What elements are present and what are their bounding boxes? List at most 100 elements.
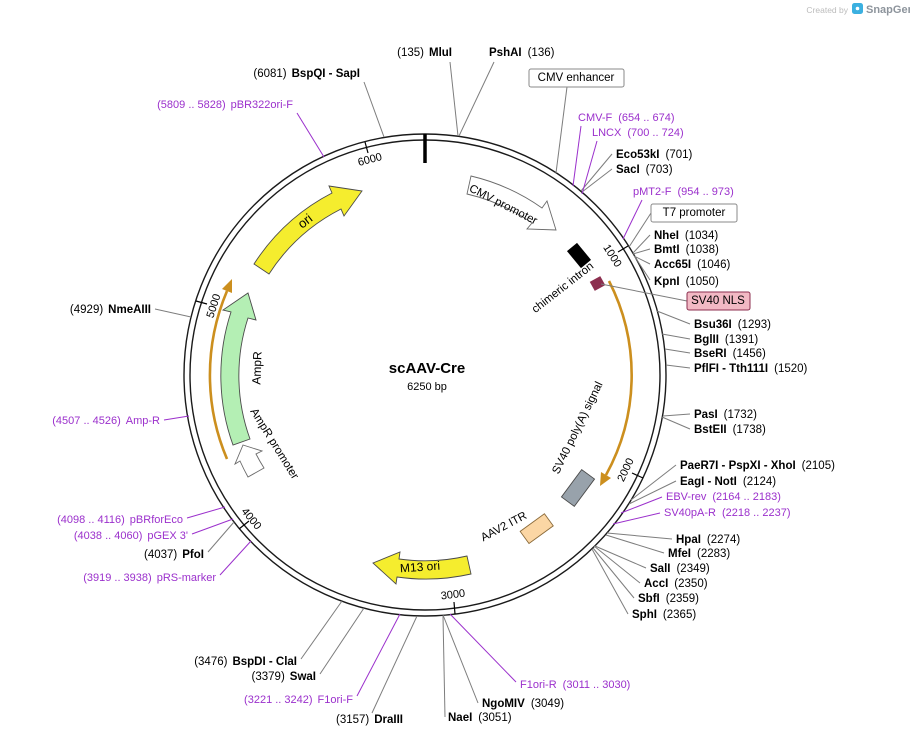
site-pos: (2105) (802, 460, 835, 472)
primer-label-prs-marker[interactable]: (3919 .. 3938) pRS-marker (83, 572, 216, 584)
site-pos: (1293) (738, 319, 771, 331)
callout-pshai (458, 61, 495, 137)
site-label-pfoi[interactable]: (4037) PfoI (144, 549, 204, 561)
feature-aav2-itr-box[interactable] (519, 513, 554, 545)
feature-label-sv40-nls[interactable]: SV40 NLS (691, 295, 745, 307)
tick-2000 (631, 472, 644, 479)
site-pos: (2124) (743, 476, 776, 488)
site-label-bsteii[interactable]: BstEII (1738) (694, 424, 766, 436)
site-name: SalI (650, 563, 670, 575)
primer-range: (654 .. 674) (618, 112, 674, 124)
site-pos: (1391) (725, 334, 758, 346)
primer-label-pbrforeco[interactable]: (4098 .. 4116) pBRforEco (57, 514, 183, 526)
site-label-nhei[interactable]: NheI (1034) (654, 230, 718, 242)
primer-name: pMT2-F (633, 186, 672, 198)
site-name: Eco53kI (616, 149, 659, 161)
primer-name: Amp-R (126, 415, 160, 427)
site-name: Acc65I (654, 259, 691, 271)
feature-chimeric-intron-bar[interactable] (566, 242, 592, 269)
feature-sv40-polya-box[interactable] (560, 468, 596, 508)
callout-pmt2-f (622, 199, 643, 240)
feature-ampr-arrow[interactable] (220, 292, 257, 446)
site-labels: (135) MluI PshAI (136) (6081) BspQI - SapI … (70, 47, 835, 726)
site-label-acc65i[interactable]: Acc65I (1046) (654, 259, 731, 271)
feature-sv40-nls-bar[interactable] (589, 276, 606, 291)
callout-pfoi (207, 521, 235, 553)
site-label-naei[interactable]: NaeI (3051) (448, 712, 512, 724)
site-label-acci[interactable]: AccI (2350) (644, 578, 708, 590)
feature-label-aav2-itr[interactable]: AAV2 ITR (479, 510, 529, 544)
callout-naei (442, 615, 446, 718)
site-label-bglii[interactable]: BglII (1391) (694, 334, 758, 346)
site-label-bspdi-clai[interactable]: (3476) BspDI - ClaI (194, 656, 297, 668)
primer-label-sv40pa-r[interactable]: SV40pA-R (2218 .. 2237) (664, 507, 790, 519)
site-label-mlui[interactable]: (135) MluI (397, 47, 452, 59)
site-label-pflfi-tth111i[interactable]: PflFI - Tth111I (1520) (694, 363, 808, 375)
callout-ngomiv (442, 614, 479, 704)
callout-bspqi (363, 81, 385, 138)
primer-label-lncx[interactable]: LNCX (700 .. 724) (592, 127, 684, 139)
site-pos: (703) (646, 164, 673, 176)
snapgene-logo-dot-icon (855, 6, 860, 11)
site-label-pshai[interactable]: PshAI (136) (489, 47, 555, 59)
feature-label-chimeric-intron[interactable]: chimeric intron (530, 260, 596, 315)
callout-mfei (605, 534, 665, 554)
site-label-swai[interactable]: (3379) SwaI (252, 671, 316, 683)
site-label-sali[interactable]: SalI (2349) (650, 563, 710, 575)
callout-pgex3 (191, 518, 234, 535)
site-label-ngomiv[interactable]: NgoMIV (3049) (482, 698, 564, 710)
tick-label-4000: 4000 (239, 506, 264, 533)
primer-range: (4507 .. 4526) (52, 415, 121, 427)
site-label-sbfi[interactable]: SbfI (2359) (638, 593, 699, 605)
primer-label-amp-r[interactable]: (4507 .. 4526) Amp-R (52, 415, 160, 427)
callout-bsu36i (656, 310, 691, 325)
feature-ampr-promoter-arrow[interactable] (234, 444, 265, 478)
site-label-sphi[interactable]: SphI (2365) (632, 609, 696, 621)
primer-label-cmv-f[interactable]: CMV-F (654 .. 674) (578, 112, 675, 124)
primer-label-ebv-rev[interactable]: EBV-rev (2164 .. 2183) (666, 491, 781, 503)
callout-lncx (581, 140, 598, 195)
primer-labels: CMV-F (654 .. 674) LNCX (700 .. 724) pMT2-… (52, 99, 790, 706)
site-label-bspqi-sapi[interactable]: (6081) BspQI - SapI (253, 68, 360, 80)
feature-cmv-promoter-arrow[interactable] (466, 175, 557, 231)
site-pos: (1520) (774, 363, 807, 375)
primer-label-pmt2-f[interactable]: pMT2-F (954 .. 973) (633, 186, 734, 198)
feature-label-cmv-enhancer[interactable]: CMV enhancer (538, 72, 615, 84)
feature-label-sv40-polya[interactable]: SV40 poly(A) signal (550, 380, 605, 476)
feature-label-t7-promoter[interactable]: T7 promoter (663, 207, 726, 219)
site-pos: (1732) (724, 409, 757, 421)
primer-label-pbr322ori-f[interactable]: (5809 .. 5828) pBR322ori-F (157, 99, 293, 111)
primer-label-pgex-3[interactable]: (4038 .. 4060) pGEX 3' (74, 530, 188, 542)
site-label-nmeaiii[interactable]: (4929) NmeAIII (70, 304, 151, 316)
site-label-bsu36i[interactable]: Bsu36I (1293) (694, 319, 771, 331)
site-label-bseri[interactable]: BseRI (1456) (694, 348, 766, 360)
callout-f1ori-r (449, 613, 517, 683)
site-label-eagi-noti[interactable]: EagI - NotI (2124) (680, 476, 776, 488)
cmv-enhancer-label-box[interactable] (528, 68, 625, 88)
primer-label-f1ori-f[interactable]: (3221 .. 3242) F1ori-F (244, 694, 353, 706)
site-label-saci[interactable]: SacI (703) (616, 164, 673, 176)
site-label-draiii[interactable]: (3157) DraIII (336, 714, 403, 726)
site-label-bmti[interactable]: BmtI (1038) (654, 244, 719, 256)
feature-label-m13-ori[interactable]: M13 ori (400, 559, 441, 576)
callout-nhei (632, 234, 651, 254)
callout-kpni (634, 256, 651, 281)
site-label-kpni[interactable]: KpnI (1050) (654, 276, 719, 288)
primer-label-f1ori-r[interactable]: F1ori-R (3011 .. 3030) (520, 679, 630, 691)
primer-name: pGEX 3' (147, 530, 188, 542)
callout-eagi (628, 480, 677, 505)
feature-m13-ori-arrow[interactable] (372, 551, 472, 585)
site-label-paer7i-pspxi-xhoi[interactable]: PaeR7I - PspXI - XhoI (2105) (680, 460, 835, 472)
watermark: Created by SnapGene (806, 3, 910, 16)
tick-4000 (238, 520, 250, 530)
primer-name: F1ori-F (318, 694, 354, 706)
feature-label-ampr[interactable]: AmpR (249, 351, 264, 385)
sv40-nls-label-box[interactable] (686, 291, 751, 311)
feature-ori-arrow[interactable] (253, 185, 363, 275)
t7-promoter-label-box[interactable] (650, 203, 738, 223)
site-label-hpai[interactable]: HpaI (2274) (676, 534, 740, 546)
primer-name: pRS-marker (157, 572, 217, 584)
site-label-mfei[interactable]: MfeI (2283) (668, 548, 730, 560)
site-label-eco53ki[interactable]: Eco53kI (701) (616, 149, 693, 161)
site-label-pasi[interactable]: PasI (1732) (694, 409, 757, 421)
